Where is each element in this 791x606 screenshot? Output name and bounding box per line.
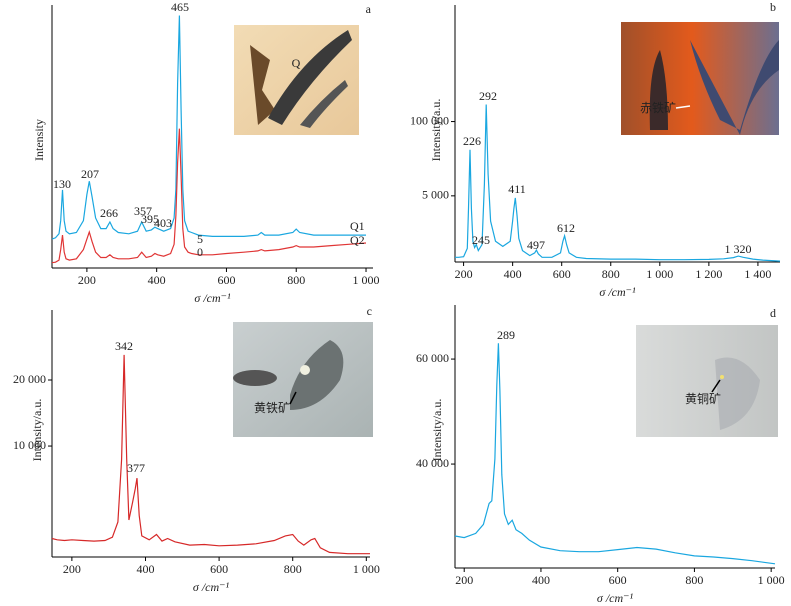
x-tick-label: 400 <box>136 562 154 576</box>
x-tick-label: 1 000 <box>353 273 380 287</box>
inset-photo-a <box>234 25 359 135</box>
x-axis-label: σ /cm⁻¹ <box>597 591 634 605</box>
peak-label: 377 <box>127 461 145 475</box>
x-tick-label: 200 <box>78 273 96 287</box>
x-tick-label: 600 <box>553 267 571 281</box>
spectrum-line <box>51 354 370 555</box>
x-tick-label: 800 <box>284 562 302 576</box>
spectrum-line <box>455 104 781 262</box>
series-label: Q1 <box>350 219 365 233</box>
peak-label: 266 <box>100 206 118 220</box>
x-tick-label: 1 000 <box>646 267 673 281</box>
peak-label: 289 <box>497 328 515 342</box>
x-axis-label: σ /cm⁻¹ <box>193 580 230 594</box>
x-tick-label: 600 <box>609 573 627 587</box>
x-tick-label: 200 <box>455 267 473 281</box>
x-tick-label: 1 000 <box>758 573 785 587</box>
panel-label: a <box>366 2 372 16</box>
y-axis-label: Intensity/a.u. <box>429 99 443 162</box>
x-tick-label: 400 <box>532 573 550 587</box>
peak-label: 5 <box>197 232 203 246</box>
y-tick-label: 10 000 <box>13 438 46 452</box>
panel-label: c <box>367 304 372 318</box>
peak-label: 357 <box>134 204 152 218</box>
peak-label: 411 <box>508 182 526 196</box>
peak-label: 292 <box>479 89 497 103</box>
panel-label: d <box>770 306 776 320</box>
peak-label: 207 <box>81 167 99 181</box>
peak-label: 497 <box>527 238 545 252</box>
peak-label: 403 <box>154 216 172 230</box>
y-axis-label: Intensity <box>32 119 46 161</box>
x-tick-label: 1 200 <box>695 267 722 281</box>
x-tick-label: 200 <box>63 562 81 576</box>
peak-label: 342 <box>115 339 133 353</box>
y-tick-label: 40 000 <box>416 456 449 470</box>
y-axis-label: Intensity/a.u. <box>30 399 44 462</box>
x-tick-label: 800 <box>685 573 703 587</box>
x-tick-label: 1 000 <box>353 562 380 576</box>
peak-label: 226 <box>463 134 481 148</box>
x-tick-label: 600 <box>217 273 235 287</box>
panel-label: b <box>770 0 776 14</box>
peak-label: 130 <box>53 177 71 191</box>
inset-photo-c <box>233 322 373 437</box>
inset-label: 黄铁矿 <box>254 401 290 415</box>
inset-label: 赤铁矿 <box>640 101 676 115</box>
spectrum-line <box>51 128 367 264</box>
x-tick-label: 200 <box>455 573 473 587</box>
inset-photo-b <box>621 22 779 135</box>
y-tick-label: 5 000 <box>422 188 449 202</box>
peak-label: 0 <box>197 245 203 259</box>
peak-label: 465 <box>171 0 189 14</box>
y-tick-label: 60 000 <box>416 351 449 365</box>
peak-label: 1 320 <box>725 242 752 256</box>
x-tick-label: 400 <box>148 273 166 287</box>
peak-label: 395 <box>141 212 159 226</box>
inset-label: 黄铜矿 <box>685 391 721 406</box>
x-axis-label: σ /cm⁻¹ <box>599 285 636 299</box>
peak-label: 612 <box>557 221 575 235</box>
x-tick-label: 400 <box>504 267 522 281</box>
x-tick-label: 1 400 <box>744 267 771 281</box>
x-tick-label: 800 <box>287 273 305 287</box>
spectrum-line <box>454 343 776 565</box>
inset-photo-d <box>636 325 778 437</box>
x-tick-label: 600 <box>210 562 228 576</box>
inset-label: Q <box>292 56 301 70</box>
spectrum-line <box>51 15 366 240</box>
peak-label: 245 <box>472 233 490 247</box>
x-tick-label: 800 <box>602 267 620 281</box>
y-axis-label: Intensity/a.u. <box>430 399 444 462</box>
y-tick-label: 20 000 <box>13 372 46 386</box>
series-label: Q2 <box>350 233 365 247</box>
y-tick-label: 100 000 <box>410 113 449 127</box>
x-axis-label: σ /cm⁻¹ <box>194 291 231 305</box>
